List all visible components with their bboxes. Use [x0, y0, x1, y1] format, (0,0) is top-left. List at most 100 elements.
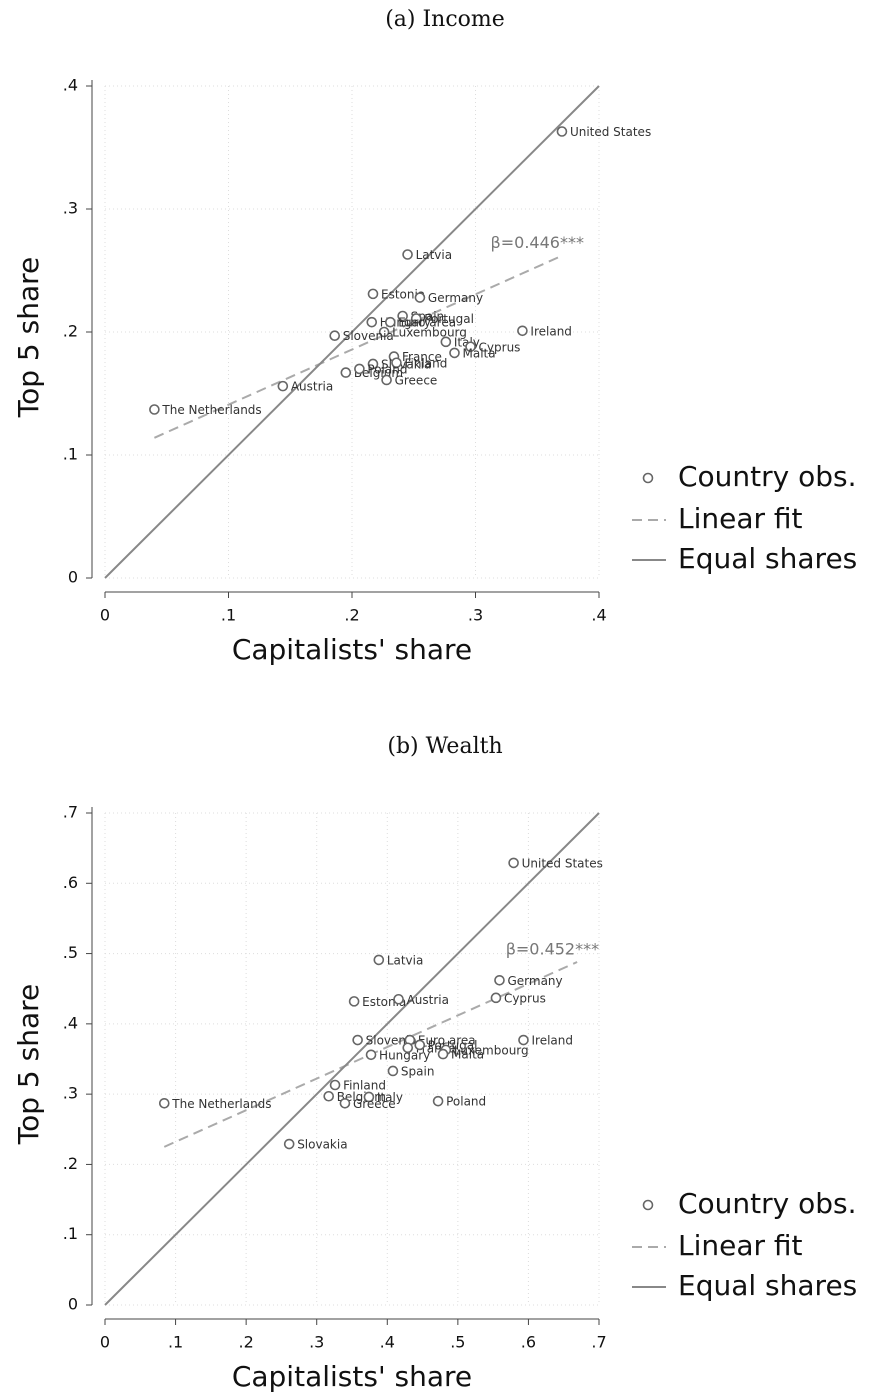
y-tick-label: .4 — [63, 1013, 78, 1032]
point-label: Estonia — [381, 287, 425, 301]
chart-title: (b) Wealth — [387, 734, 502, 759]
point — [384, 316, 396, 328]
point-label: Poland — [446, 1095, 486, 1109]
y-tick-label: .2 — [63, 322, 78, 341]
point — [517, 325, 528, 337]
point-label: Germany — [507, 974, 562, 988]
point — [340, 367, 352, 378]
point — [391, 357, 402, 369]
point — [437, 1048, 449, 1060]
equal-line — [104, 812, 600, 1306]
point-label: The Netherlands — [171, 1097, 271, 1111]
point-label: United States — [522, 856, 603, 870]
y-tick-label: .5 — [63, 943, 78, 962]
point — [348, 996, 360, 1007]
point — [149, 404, 160, 415]
point — [363, 1091, 375, 1103]
point — [381, 374, 392, 386]
x-tick-label: .4 — [591, 606, 606, 625]
y-tick-label: 0 — [68, 568, 78, 587]
point-label: Austria — [291, 380, 333, 394]
point-label: Slovenia — [343, 329, 394, 343]
point-label: Greece — [395, 373, 438, 387]
legend-marker — [642, 1199, 654, 1211]
x-axis-title: Capitalists' share — [232, 633, 472, 666]
x-axis-title: Capitalists' share — [232, 1360, 472, 1393]
point — [410, 313, 422, 324]
point — [354, 363, 365, 375]
point — [367, 358, 379, 370]
y-tick-label: 0 — [68, 1295, 78, 1314]
point-label: Slovenia — [366, 1034, 417, 1048]
y-tick-label: .3 — [63, 199, 78, 218]
annotation: β=0.446*** — [491, 233, 584, 252]
y-tick-label: .2 — [63, 1154, 78, 1173]
point-label: Portugal — [424, 312, 474, 326]
x-tick-label: .3 — [468, 606, 483, 625]
legend-label: Linear fit — [678, 1229, 803, 1262]
point-label: The Netherlands — [161, 403, 261, 417]
point — [329, 1079, 341, 1091]
point-label: Slovakia — [297, 1138, 347, 1152]
y-axis-title: Top 5 share — [12, 257, 45, 418]
y-tick-label: .6 — [63, 873, 78, 892]
point — [402, 249, 413, 260]
legend-label: Country obs. — [678, 1187, 857, 1220]
point — [283, 1138, 295, 1150]
annotation: β=0.452*** — [506, 940, 599, 959]
point-label: France — [402, 350, 442, 364]
point-label: Luxembourg — [454, 1043, 529, 1057]
y-axis-title: Top 5 share — [12, 984, 45, 1145]
point-label: Luxembourg — [392, 326, 467, 340]
legend-label: Equal shares — [678, 542, 857, 575]
point — [158, 1097, 170, 1109]
x-tick-label: .3 — [309, 1333, 324, 1352]
y-tick-label: .7 — [63, 803, 78, 822]
point — [378, 326, 390, 338]
point-label: Belgium — [354, 366, 403, 380]
legend-label: Country obs. — [678, 460, 857, 493]
point-label: Portugal — [428, 1038, 478, 1052]
point-label: Euro area — [418, 1034, 476, 1048]
point — [393, 993, 404, 1005]
y-tick-label: .3 — [63, 1084, 78, 1103]
point — [414, 292, 426, 303]
point-label: Finland — [343, 1079, 386, 1093]
chart-title: (a) Income — [385, 7, 505, 32]
point — [277, 380, 289, 392]
point-label: Cyprus — [504, 991, 546, 1005]
point — [465, 341, 476, 353]
x-tick-label: .5 — [450, 1333, 465, 1352]
point-label: Poland — [367, 362, 407, 376]
y-tick-label: .1 — [63, 1224, 78, 1243]
point — [556, 126, 568, 137]
point-label: Italy — [377, 1090, 403, 1104]
fit-line — [153, 254, 563, 439]
point-label: Malta — [463, 346, 496, 360]
point — [365, 1049, 377, 1061]
point-label: United States — [570, 125, 651, 139]
x-tick-label: .1 — [221, 606, 236, 625]
point-label: Greece — [353, 1097, 396, 1111]
point-label: Latvia — [416, 248, 453, 262]
point — [414, 1039, 426, 1051]
point — [490, 992, 502, 1004]
point-label: Ireland — [530, 324, 572, 338]
point — [367, 288, 379, 300]
x-tick-label: .6 — [521, 1333, 536, 1352]
x-tick-label: 0 — [100, 606, 110, 625]
point — [387, 1065, 399, 1077]
point-label: Germany — [428, 291, 483, 305]
point — [432, 1095, 444, 1107]
point-label: Latvia — [387, 953, 424, 967]
point — [329, 330, 341, 341]
point — [397, 310, 408, 322]
point — [373, 954, 385, 966]
point — [366, 316, 378, 328]
point — [402, 1042, 414, 1054]
point-label: Finland — [404, 356, 447, 370]
x-tick-label: .1 — [168, 1333, 183, 1352]
y-tick-label: .1 — [63, 445, 78, 464]
point — [518, 1034, 529, 1046]
